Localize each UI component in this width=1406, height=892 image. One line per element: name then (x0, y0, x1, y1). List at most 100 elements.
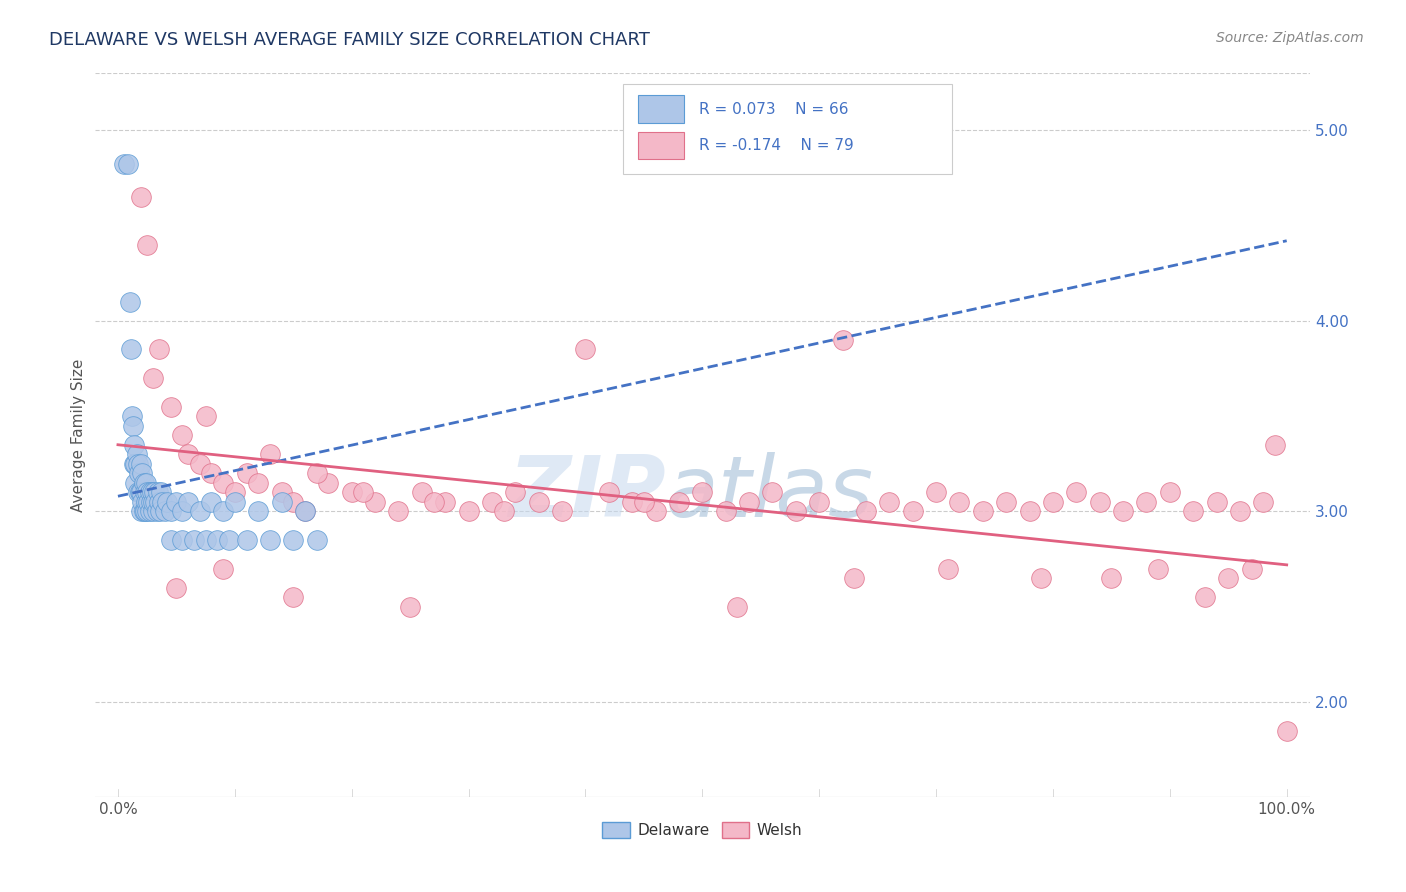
Point (1147, 562, 1170, 576)
Point (283, 495, 305, 509)
Point (117, 157, 139, 171)
Point (138, 495, 160, 509)
Point (247, 504, 270, 518)
Point (1218, 571, 1240, 585)
Point (305, 533, 328, 547)
Point (112, 157, 135, 171)
Point (481, 495, 503, 509)
Point (159, 533, 181, 547)
Point (124, 438, 146, 452)
Legend: Delaware, Welsh: Delaware, Welsh (596, 816, 808, 844)
Point (153, 504, 176, 518)
Point (270, 485, 292, 500)
Point (224, 495, 246, 509)
Point (159, 504, 181, 518)
Point (294, 504, 316, 518)
Point (136, 237, 159, 252)
Point (644, 504, 666, 518)
Point (131, 485, 153, 500)
Point (145, 504, 167, 518)
Point (1182, 504, 1205, 518)
FancyBboxPatch shape (638, 132, 685, 159)
Point (148, 495, 170, 509)
Point (142, 371, 165, 385)
Y-axis label: Average Family Size: Average Family Size (72, 359, 86, 512)
Text: R = -0.174    N = 79: R = -0.174 N = 79 (699, 138, 853, 153)
Point (1275, 723, 1298, 738)
Text: R = 0.073    N = 66: R = 0.073 N = 66 (699, 102, 848, 117)
Text: ZIP: ZIP (508, 451, 666, 534)
Point (177, 495, 200, 509)
Point (143, 495, 166, 509)
FancyBboxPatch shape (638, 95, 685, 123)
Point (141, 485, 163, 500)
Point (150, 485, 173, 500)
Point (127, 457, 149, 471)
Point (1031, 571, 1053, 585)
Point (283, 533, 305, 547)
Point (194, 533, 217, 547)
Point (574, 343, 596, 357)
Point (633, 495, 655, 509)
Point (124, 457, 146, 471)
Point (131, 190, 153, 204)
Point (212, 504, 235, 518)
Point (1194, 591, 1216, 605)
Point (1042, 495, 1064, 509)
Point (131, 467, 153, 481)
Point (364, 495, 387, 509)
Point (1205, 495, 1227, 509)
Point (128, 467, 150, 481)
Point (129, 485, 152, 500)
Point (134, 485, 156, 500)
Point (714, 504, 737, 518)
Point (177, 447, 200, 461)
Point (1253, 495, 1275, 509)
Point (183, 533, 205, 547)
Point (172, 533, 194, 547)
Point (212, 562, 235, 576)
Point (122, 418, 145, 433)
Point (224, 485, 246, 500)
Point (131, 495, 153, 509)
Point (172, 504, 194, 518)
Point (1135, 495, 1157, 509)
Point (132, 475, 155, 490)
Point (125, 447, 148, 461)
Point (1066, 485, 1088, 500)
Point (831, 333, 853, 347)
Point (270, 495, 292, 509)
Point (165, 581, 187, 595)
Point (1018, 504, 1040, 518)
Point (692, 485, 714, 500)
Point (138, 504, 160, 518)
Point (551, 504, 574, 518)
Point (142, 504, 165, 518)
Point (352, 485, 374, 500)
Point (135, 475, 157, 490)
Point (135, 495, 157, 509)
Text: DELAWARE VS WELSH AVERAGE FAMILY SIZE CORRELATION CHART: DELAWARE VS WELSH AVERAGE FAMILY SIZE CO… (49, 31, 650, 49)
Point (131, 504, 153, 518)
Point (235, 467, 257, 481)
Point (194, 409, 217, 424)
Point (172, 428, 194, 442)
Point (598, 485, 620, 500)
Point (879, 495, 901, 509)
Point (200, 495, 222, 509)
Point (118, 294, 141, 309)
Point (399, 599, 422, 614)
Point (139, 495, 162, 509)
Point (785, 504, 807, 518)
Point (259, 533, 281, 547)
Point (1088, 495, 1111, 509)
Point (318, 475, 340, 490)
Point (505, 485, 527, 500)
Point (148, 343, 170, 357)
Point (738, 495, 761, 509)
Point (340, 485, 363, 500)
Point (142, 495, 165, 509)
Point (136, 504, 159, 518)
Point (124, 475, 146, 490)
Point (457, 504, 479, 518)
